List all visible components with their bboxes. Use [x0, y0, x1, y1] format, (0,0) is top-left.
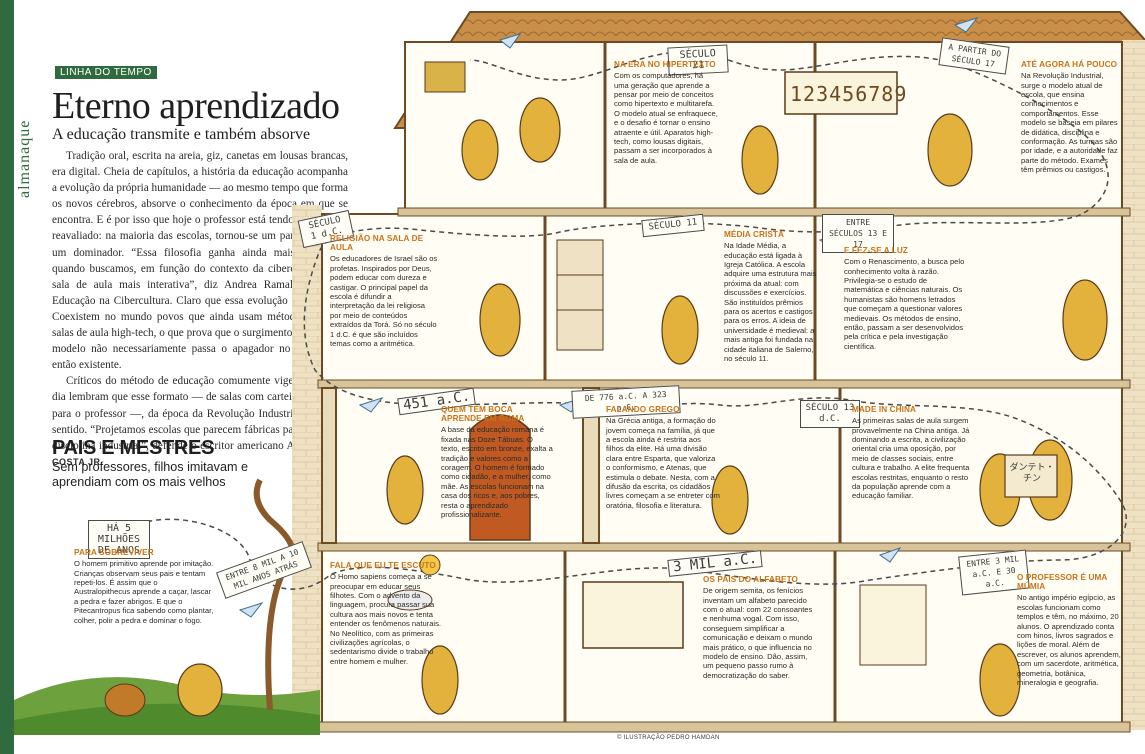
stamp-ha-5-milhoes: HÁ 5 MILHÕES DE ANOS [88, 520, 150, 559]
box-religiao: RELIGIÃO NA SALA DE AULA Os educadores d… [330, 234, 438, 348]
box-text: Os educadores de Israel são os profetas.… [330, 254, 438, 349]
paper-planes [238, 17, 979, 618]
box-fala-que-eu-te-escuto: FALA QUE EU TE ESCUTO O Homo sapiens com… [330, 561, 445, 666]
china-board-text: ダンテト・チン [1009, 462, 1055, 483]
box-ate-agora: ATÉ AGORA HÁ POUCO Na Revolução Industri… [1021, 60, 1121, 175]
box-text: De origem semita, os fenícios inventam u… [703, 586, 813, 680]
tree [253, 478, 296, 711]
box-text: As primeiras salas de aula surgem provav… [852, 416, 970, 501]
author-signature: COSTA JR. [52, 456, 104, 467]
box-text: O Homo sapiens começa a se preocupar em … [330, 572, 442, 666]
sidebar-strip [0, 0, 14, 754]
box-title: O PROFESSOR É UMA MÚMIA [1017, 573, 1108, 592]
box-title: MÉDIA CRISTÃ [724, 230, 785, 239]
box-pais-do-alfabeto: OS PAIS DO ALFABETO De origem semita, os… [703, 575, 815, 680]
box-para-sobreviver: PARA SOBREVIVER O homem primitivo aprend… [74, 548, 214, 625]
box-text: Com o Renascimento, a busca pelo conheci… [844, 257, 965, 351]
box-text: Com os computadores, há uma geração que … [614, 71, 718, 165]
box-fez-se-a-luz: E FEZ-SE A LUZ Com o Renascimento, a bus… [844, 246, 966, 351]
box-text: A base da educação romana é fixada nas D… [441, 425, 553, 520]
box-text: Na Idade Média, a educação está ligada à… [724, 241, 817, 364]
pais-mestres-title: PAIS E MESTRES [52, 437, 215, 459]
house-wall-left [292, 205, 322, 730]
intro-paragraph-2-text: Críticos do método de educação comumente… [52, 375, 348, 452]
box-title: PARA SOBREVIVER [74, 548, 154, 557]
box-title: OS PAIS DO ALFABETO [703, 575, 799, 584]
stamp-entre-seculos-13-17: ENTRE SÉCULOS 13 E 17 [822, 214, 894, 253]
box-professor-mumia: O PROFESSOR É UMA MÚMIA No antigo impéri… [1017, 573, 1122, 687]
box-title: MADE IN CHINA [852, 405, 917, 414]
box-title: ATÉ AGORA HÁ POUCO [1021, 60, 1118, 69]
box-roma: QUEM TEM BOCA APRENDE EM ROMA A base da … [441, 405, 553, 519]
box-made-in-china: MADE IN CHINA As primeiras salas de aula… [852, 405, 970, 501]
page-title: Eterno aprendizado [52, 85, 340, 127]
box-title: FALANDO GREGO [606, 405, 680, 414]
box-title: RELIGIÃO NA SALA DE AULA [330, 234, 424, 253]
section-tag: LINHA DO TEMPO [55, 66, 157, 79]
intro-paragraph-2: Críticos do método de educação comumente… [52, 373, 348, 470]
box-hipertexto: NA ERA NO HIPERTEXTO Com os computadores… [614, 60, 718, 165]
page-subtitle: A educação transmite e também absorve [52, 126, 311, 143]
stamp-seculo-13: SÉCULO 13 d.C. [800, 400, 860, 428]
character-figures [177, 97, 1108, 717]
box-falando-grego: FALANDO GREGO Na Grécia antiga, a formaç… [606, 405, 720, 510]
box-title: FALA QUE EU TE ESCUTO [330, 561, 436, 570]
blackboard-numbers: 123456789 [790, 82, 908, 106]
box-title: QUEM TEM BOCA APRENDE EM ROMA [441, 405, 525, 424]
intro-article: Tradição oral, escrita na areia, giz, ca… [52, 148, 348, 470]
illustration-credit: © ILUSTRAÇÃO PEDRO HAMDAN [617, 735, 720, 741]
pais-mestres-subtitle: Sem professores, filhos imitavam e apren… [52, 460, 248, 489]
box-title: E FEZ-SE A LUZ [844, 246, 909, 255]
box-text: No antigo império egípcio, as escolas fu… [1017, 593, 1121, 688]
box-title: NA ERA NO HIPERTEXTO [614, 60, 716, 69]
box-text: Na Grécia antiga, a formação do jovem co… [606, 416, 720, 510]
box-media-crista: MÉDIA CRISTÃ Na Idade Média, a educação … [724, 230, 820, 363]
intro-paragraph-1: Tradição oral, escrita na areia, giz, ca… [52, 150, 348, 372]
box-text: O homem primitivo aprende por imitação. … [74, 559, 214, 625]
box-text: Na Revolução Industrial, surge o modelo … [1021, 71, 1118, 175]
